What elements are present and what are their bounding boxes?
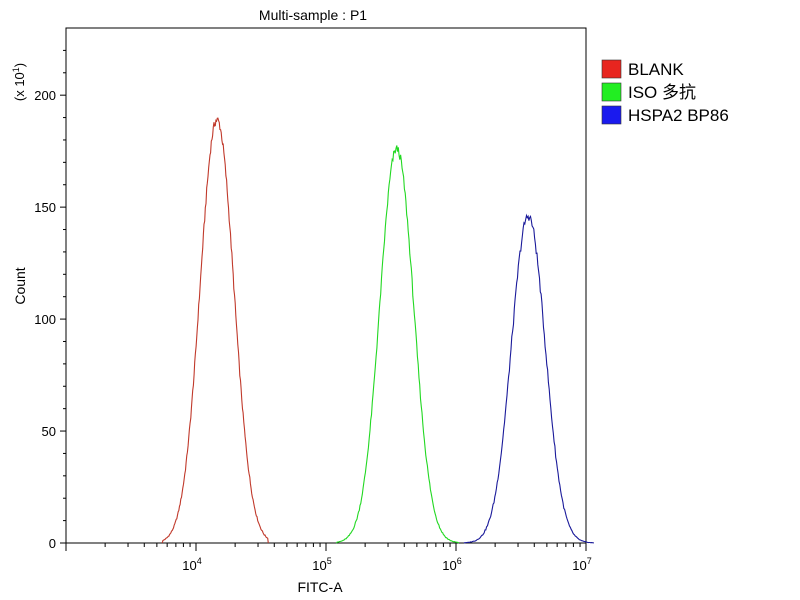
y-ticks: 0 50 100 150 200 [34, 49, 66, 551]
x-tick-label: 105 [312, 556, 331, 573]
x-tick-base: 10 [572, 558, 586, 573]
legend-swatch [601, 59, 622, 79]
legend-swatch [601, 82, 622, 102]
chart-title: Multi-sample : P1 [259, 7, 367, 23]
x-tick-base: 10 [182, 558, 196, 573]
x-tick-exp: 4 [197, 556, 202, 566]
y-multiplier-label: (x 101) [11, 63, 27, 101]
y-tick-label: 100 [34, 312, 56, 327]
x-tick-exp: 7 [587, 556, 592, 566]
x-tick-label: 107 [572, 556, 591, 573]
legend-label: BLANK [628, 60, 684, 79]
series-layer [161, 117, 595, 544]
legend-swatch [601, 105, 622, 125]
legend-label: HSPA2 BP86 [628, 106, 729, 125]
series-line-blank [161, 117, 269, 544]
x-ticks: 104 105 106 107 [65, 543, 592, 573]
x-tick-label: 106 [442, 556, 461, 573]
x-axis-label: FITC-A [297, 579, 343, 595]
y-multiplier-text: (x 10 [12, 72, 27, 101]
x-tick-exp: 5 [327, 556, 332, 566]
y-multiplier-close: ) [12, 63, 27, 67]
x-tick-base: 10 [312, 558, 326, 573]
y-tick-label: 0 [49, 536, 56, 551]
x-tick-label: 104 [182, 556, 201, 573]
plot-frame [65, 27, 587, 544]
series-line-hspa2-bp86 [463, 213, 595, 544]
y-multiplier-exp: 1 [11, 67, 21, 72]
y-tick-label: 50 [42, 424, 56, 439]
y-axis-label: Count [12, 267, 28, 304]
x-tick-exp: 6 [457, 556, 462, 566]
series-line-iso [335, 145, 460, 544]
y-tick-label: 200 [34, 88, 56, 103]
legend: BLANK ISO 多抗 HSPA2 BP86 [601, 59, 729, 125]
x-tick-base: 10 [442, 558, 456, 573]
legend-label: ISO 多抗 [628, 83, 696, 102]
y-tick-label: 150 [34, 200, 56, 215]
